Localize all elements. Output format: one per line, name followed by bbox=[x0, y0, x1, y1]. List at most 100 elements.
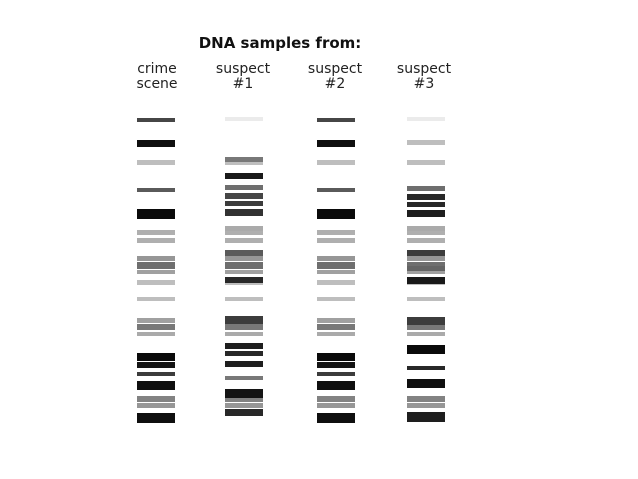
dna-band bbox=[137, 381, 175, 390]
dna-band bbox=[137, 188, 175, 192]
dna-band bbox=[225, 270, 263, 274]
dna-band bbox=[137, 396, 175, 402]
dna-band bbox=[407, 210, 445, 217]
lane-label-line2: #3 bbox=[413, 76, 435, 92]
dna-band bbox=[225, 226, 263, 231]
dna-band bbox=[317, 238, 355, 243]
lane-label-crime-scene: crime scene bbox=[117, 62, 197, 92]
dna-band bbox=[317, 118, 355, 122]
dna-band bbox=[317, 209, 355, 219]
dna-lane-crime-scene bbox=[137, 0, 175, 479]
dna-band bbox=[317, 413, 355, 423]
dna-band bbox=[317, 396, 355, 402]
dna-band bbox=[407, 117, 445, 121]
dna-band bbox=[225, 209, 263, 216]
dna-band bbox=[317, 188, 355, 192]
dna-band bbox=[317, 318, 355, 323]
dna-band bbox=[407, 332, 445, 336]
dna-band bbox=[225, 185, 263, 190]
dna-band bbox=[407, 238, 445, 243]
dna-band bbox=[137, 372, 175, 376]
dna-band bbox=[317, 372, 355, 376]
dna-band bbox=[137, 297, 175, 301]
lane-label-line2: #1 bbox=[232, 76, 254, 92]
dna-band bbox=[225, 396, 263, 402]
dna-band bbox=[407, 277, 445, 284]
dna-band bbox=[317, 262, 355, 269]
dna-band bbox=[225, 343, 263, 349]
dna-band bbox=[317, 230, 355, 235]
dna-band bbox=[317, 270, 355, 274]
lane-label-suspect-1: suspect #1 bbox=[203, 62, 283, 92]
dna-band bbox=[137, 353, 175, 361]
dna-band bbox=[407, 230, 445, 235]
dna-band bbox=[225, 361, 263, 367]
dna-band bbox=[407, 226, 445, 231]
dna-band bbox=[407, 412, 445, 422]
dna-band bbox=[407, 270, 445, 274]
dna-band bbox=[407, 256, 445, 261]
dna-band bbox=[137, 270, 175, 274]
dna-band bbox=[317, 381, 355, 390]
dna-band bbox=[225, 403, 263, 408]
dna-band bbox=[225, 193, 263, 199]
dna-band bbox=[317, 332, 355, 336]
dna-band bbox=[225, 332, 263, 336]
dna-band bbox=[137, 324, 175, 330]
dna-band bbox=[137, 362, 175, 368]
dna-band bbox=[137, 140, 175, 147]
dna-band bbox=[137, 403, 175, 408]
dna-band bbox=[317, 256, 355, 261]
dna-band bbox=[225, 376, 263, 380]
lane-label-line1: crime bbox=[137, 61, 177, 77]
dna-lane-suspect-3 bbox=[407, 0, 445, 479]
dna-band bbox=[317, 160, 355, 165]
lane-label-line2: #2 bbox=[324, 76, 346, 92]
dna-band bbox=[225, 117, 263, 121]
dna-band bbox=[407, 140, 445, 145]
dna-band bbox=[317, 362, 355, 368]
dna-lane-suspect-2 bbox=[317, 0, 355, 479]
dna-band bbox=[225, 230, 263, 235]
dna-band bbox=[137, 413, 175, 423]
dna-band bbox=[407, 297, 445, 301]
dna-band bbox=[317, 280, 355, 285]
dna-band bbox=[407, 366, 445, 370]
dna-band bbox=[225, 324, 263, 330]
dna-band bbox=[225, 316, 263, 324]
dna-band bbox=[225, 250, 263, 256]
dna-band bbox=[317, 324, 355, 330]
dna-band bbox=[137, 318, 175, 323]
dna-band bbox=[137, 332, 175, 336]
lane-label-line1: suspect bbox=[396, 61, 452, 77]
dna-band bbox=[317, 140, 355, 147]
dna-band bbox=[225, 277, 263, 283]
dna-band bbox=[225, 389, 263, 398]
dna-band bbox=[407, 345, 445, 354]
dna-band bbox=[225, 256, 263, 261]
dna-band bbox=[137, 230, 175, 235]
dna-band bbox=[407, 324, 445, 330]
dna-band bbox=[317, 353, 355, 361]
dna-band bbox=[137, 209, 175, 219]
figure-title: DNA samples from: bbox=[198, 34, 362, 52]
dna-band bbox=[137, 280, 175, 285]
dna-band bbox=[407, 250, 445, 256]
dna-band bbox=[137, 256, 175, 261]
dna-band bbox=[225, 238, 263, 243]
lane-label-line2: scene bbox=[136, 76, 178, 92]
dna-band bbox=[225, 160, 263, 165]
dna-band bbox=[317, 403, 355, 408]
lane-label-line1: suspect bbox=[215, 61, 271, 77]
dna-band bbox=[225, 262, 263, 269]
dna-band bbox=[137, 262, 175, 269]
lane-label-suspect-3: suspect #3 bbox=[384, 62, 464, 92]
dna-band bbox=[407, 194, 445, 200]
dna-band bbox=[225, 201, 263, 206]
dna-band bbox=[137, 238, 175, 243]
dna-band bbox=[225, 173, 263, 179]
dna-band bbox=[225, 297, 263, 301]
dna-band bbox=[225, 351, 263, 356]
dna-band bbox=[137, 118, 175, 122]
dna-band bbox=[407, 262, 445, 269]
